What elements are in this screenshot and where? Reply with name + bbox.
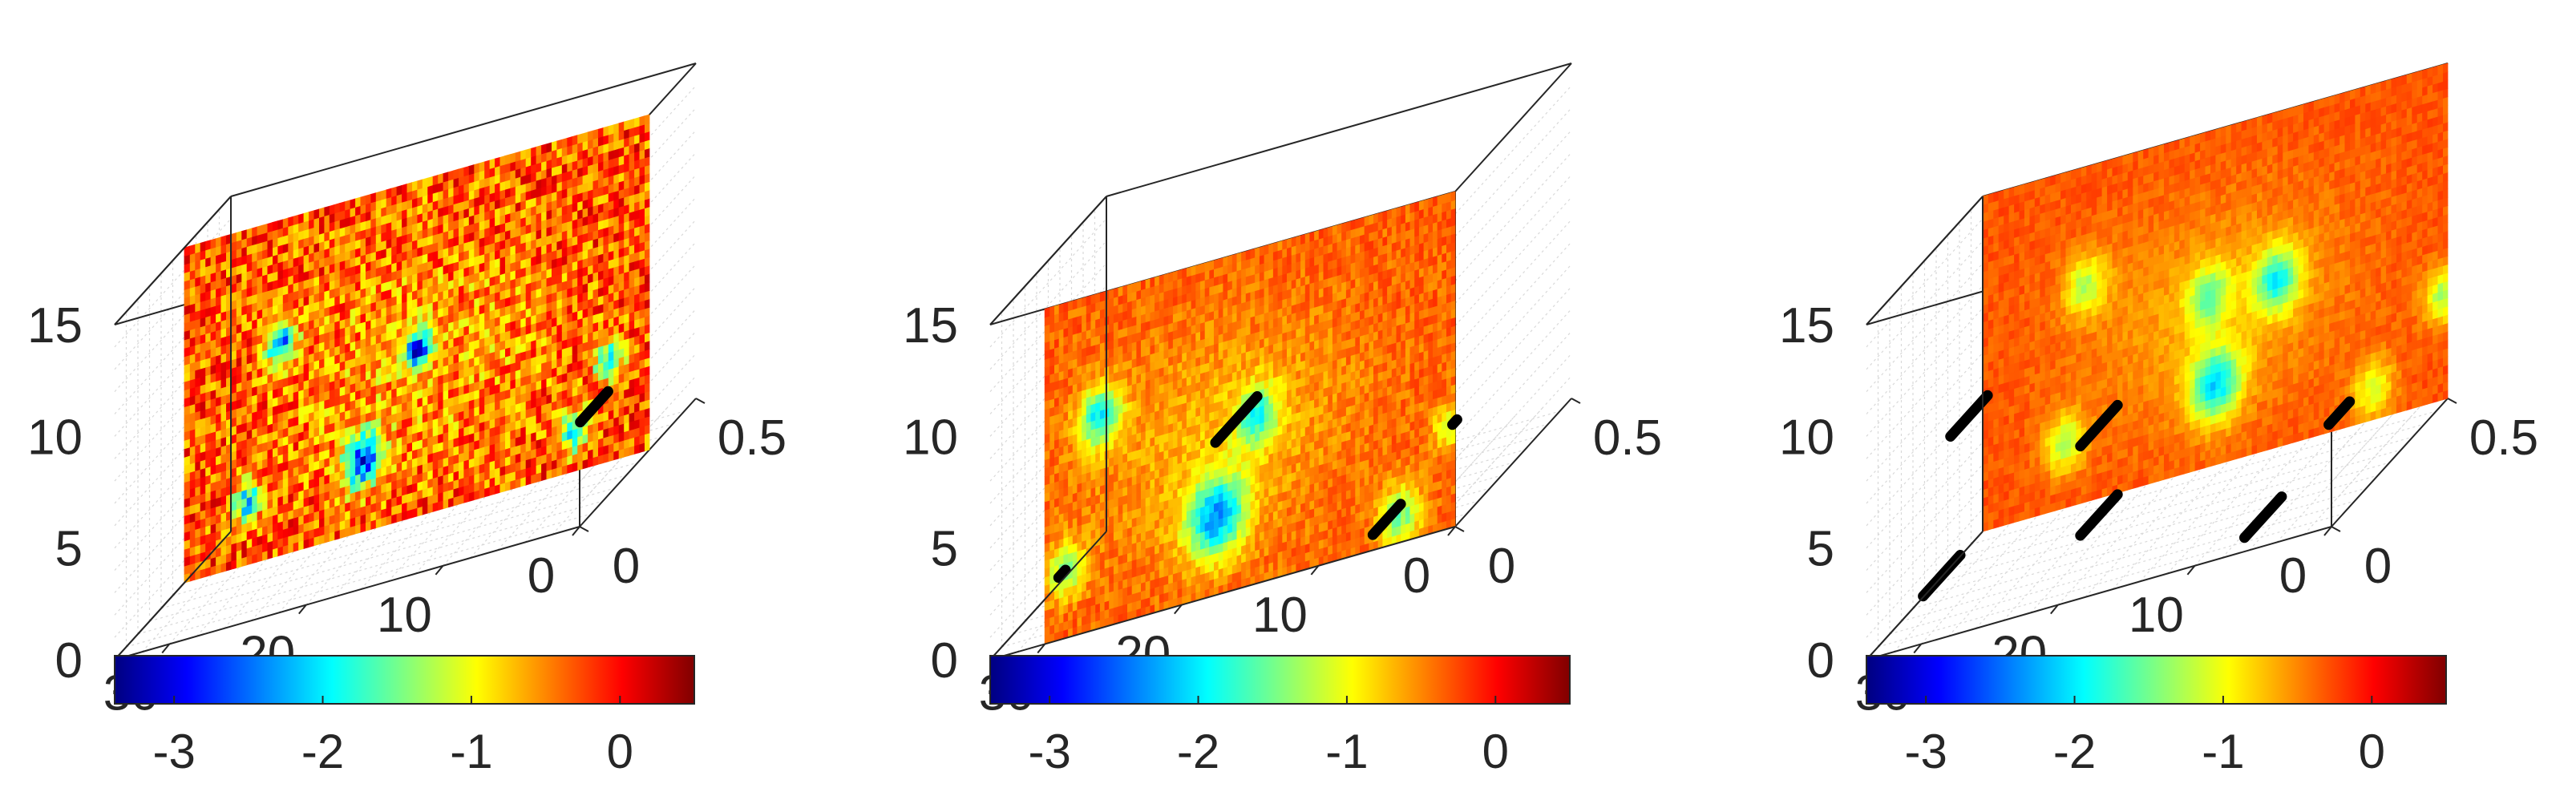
colorbar-tick-label: -1 xyxy=(450,725,492,778)
z-tick-label: 0 xyxy=(55,633,83,689)
x-tick-label: 0 xyxy=(1403,548,1430,604)
z-tick-label: 5 xyxy=(55,522,83,577)
z-tick-label: 10 xyxy=(27,410,83,465)
y-tick-label: 0 xyxy=(1488,539,1515,594)
markers xyxy=(575,386,613,428)
colorbar-tick-label: -3 xyxy=(1904,725,1947,778)
z-tick-label: 15 xyxy=(1779,298,1834,354)
x-tick-label: 10 xyxy=(1252,588,1308,643)
colorbar-gradient xyxy=(114,655,695,705)
y-tick-label: 0.5 xyxy=(1593,410,1662,466)
colorbar-tick-label: 0 xyxy=(607,725,633,778)
marker-2 xyxy=(1210,391,1263,448)
y-tick-label: 0 xyxy=(613,539,640,594)
y-tick-label: 0.5 xyxy=(2469,410,2538,466)
x-tick-label: 10 xyxy=(2129,588,2184,643)
slice-heatmap xyxy=(1044,191,1456,645)
panel-3: 051015010203000.5-3-2-10 xyxy=(1779,63,2538,778)
markers xyxy=(1053,391,1462,584)
colorbar: -3 -2 -1 0 xyxy=(114,655,695,778)
marker-1 xyxy=(1945,390,1993,442)
z-tick-label: 10 xyxy=(1779,410,1834,465)
colorbar: -3 -2 -1 0 xyxy=(1866,655,2447,778)
panel-1: 051015010203000.5-3-2-10 xyxy=(27,63,787,778)
z-tick-label: 0 xyxy=(931,633,958,689)
x-tick-label: 0 xyxy=(528,548,555,604)
box-edges-front xyxy=(989,196,1456,661)
x-tick-label: 10 xyxy=(377,588,432,643)
colorbar-gradient xyxy=(989,655,1571,705)
colorbar-tick-label: -2 xyxy=(301,725,344,778)
colorbar: -3 -2 -1 0 xyxy=(989,655,1571,778)
marker-6 xyxy=(2323,396,2356,430)
colorbar-tick-label: -1 xyxy=(1325,725,1368,778)
x-tick-label: 0 xyxy=(2279,548,2307,604)
marker-3 xyxy=(2075,489,2123,541)
z-tick-label: 5 xyxy=(931,522,958,577)
z-tick-label: 0 xyxy=(1807,633,1834,689)
z-tick-label: 10 xyxy=(903,410,958,465)
colorbar-tick-label: -3 xyxy=(152,725,195,778)
y-tick-label: 0.5 xyxy=(718,410,787,466)
slice-heatmap xyxy=(1982,63,2449,532)
marker-4 xyxy=(1447,414,1462,430)
marker-5 xyxy=(2239,491,2287,543)
colorbar-tick-label: -1 xyxy=(2202,725,2244,778)
marker-2 xyxy=(2075,399,2123,452)
colorbar-tick-label: -2 xyxy=(2053,725,2096,778)
colorbar-gradient xyxy=(1866,655,2447,705)
z-tick-label: 15 xyxy=(903,298,958,354)
marker-3 xyxy=(1367,499,1406,540)
colorbar-tick-label: 0 xyxy=(2359,725,2385,778)
colorbar-tick-label: -2 xyxy=(1177,725,1219,778)
z-tick-label: 5 xyxy=(1807,522,1834,577)
box-edges-front xyxy=(114,196,580,661)
marker-1 xyxy=(575,386,613,428)
colorbar-tick-label: -3 xyxy=(1028,725,1070,778)
y-tick-label: 0 xyxy=(2364,539,2392,594)
colorbar-tick-label: 0 xyxy=(1482,725,1509,778)
slice-heatmap xyxy=(184,114,650,584)
z-tick-label: 15 xyxy=(27,298,83,354)
marker-1 xyxy=(1053,564,1071,584)
box-edges-front xyxy=(1866,196,2332,661)
panel-2: 051015010203000.5-3-2-10 xyxy=(903,63,1662,778)
